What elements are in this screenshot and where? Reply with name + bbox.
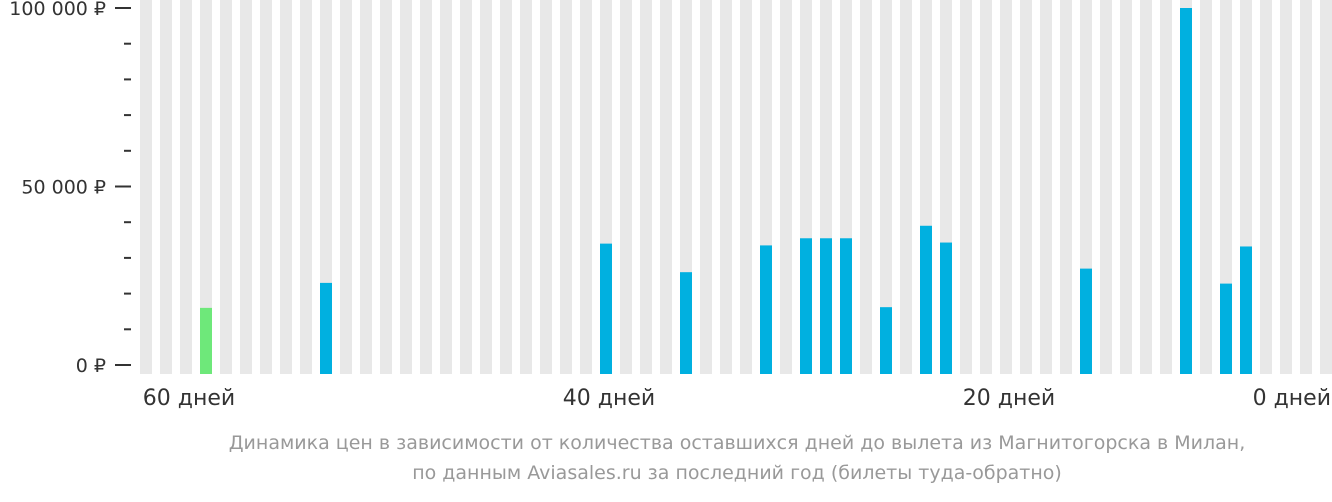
price-bar: [940, 242, 952, 374]
background-column: [160, 0, 172, 374]
background-column: [380, 0, 392, 374]
background-column: [1320, 0, 1332, 374]
background-column: [220, 0, 232, 374]
background-column: [1200, 0, 1212, 374]
price-bar: [320, 282, 332, 374]
background-column: [1000, 0, 1012, 374]
background-column: [1140, 0, 1152, 374]
price-bars: [200, 8, 1252, 374]
x-tick-label: 20 дней: [963, 386, 1055, 411]
x-tick-label: 0 дней: [1253, 386, 1331, 411]
background-column: [420, 0, 432, 374]
background-column: [880, 0, 892, 374]
background-column: [1040, 0, 1052, 374]
background-column: [1220, 0, 1232, 374]
price-bar: [840, 238, 852, 374]
background-column: [780, 0, 792, 374]
background-column: [580, 0, 592, 374]
price-bar: [1220, 283, 1232, 374]
background-column: [460, 0, 472, 374]
chart-caption-line-1: Динамика цен в зависимости от количества…: [228, 432, 1246, 454]
price-bar: [1180, 8, 1192, 374]
background-column: [480, 0, 492, 374]
background-column: [980, 0, 992, 374]
price-bar: [820, 238, 832, 374]
background-column: [860, 0, 872, 374]
y-tick-label: 0 ₽: [76, 355, 106, 377]
price-bar: [760, 245, 772, 374]
background-column: [400, 0, 412, 374]
price-bar: [600, 243, 612, 374]
background-column: [500, 0, 512, 374]
price-bar: [800, 238, 812, 374]
y-tick-label: 50 000 ₽: [21, 177, 106, 199]
x-axis: 60 дней 40 дней 20 дней 0 дней: [143, 386, 1331, 411]
price-bar: [1080, 268, 1092, 374]
background-column: [900, 0, 912, 374]
background-column: [1100, 0, 1112, 374]
y-axis: 0 ₽ 50 000 ₽ 100 000 ₽: [9, 0, 131, 377]
x-tick-label: 60 дней: [143, 386, 235, 411]
background-column: [1120, 0, 1132, 374]
background-column: [360, 0, 372, 374]
background-column: [440, 0, 452, 374]
background-column: [1280, 0, 1292, 374]
price-bar: [1240, 246, 1252, 374]
background-column: [1260, 0, 1272, 374]
background-columns: [140, 0, 1332, 374]
background-column: [300, 0, 312, 374]
background-column: [620, 0, 632, 374]
y-tick-label: 100 000 ₽: [9, 0, 106, 20]
background-column: [520, 0, 532, 374]
background-column: [540, 0, 552, 374]
background-column: [280, 0, 292, 374]
background-column: [560, 0, 572, 374]
x-tick-label: 40 дней: [563, 386, 655, 411]
background-column: [740, 0, 752, 374]
background-column: [1300, 0, 1312, 374]
background-column: [960, 0, 972, 374]
price-bar: [920, 225, 932, 374]
price-bar: [680, 272, 692, 374]
background-column: [260, 0, 272, 374]
background-column: [200, 0, 212, 374]
background-column: [700, 0, 712, 374]
background-column: [320, 0, 332, 374]
background-column: [640, 0, 652, 374]
background-column: [1060, 0, 1072, 374]
background-column: [140, 0, 152, 374]
background-column: [180, 0, 192, 374]
chart-caption-line-2: по данным Aviasales.ru за последний год …: [412, 462, 1062, 484]
cheapest-price-bar: [200, 307, 212, 374]
price-bar: [880, 307, 892, 374]
price-dynamics-chart: 0 ₽ 50 000 ₽ 100 000 ₽ 60 дней 40 дней 20 дн…: [9, 0, 1332, 411]
background-column: [1020, 0, 1032, 374]
background-column: [240, 0, 252, 374]
background-column: [340, 0, 352, 374]
background-column: [1160, 0, 1172, 374]
background-column: [720, 0, 732, 374]
background-column: [660, 0, 672, 374]
